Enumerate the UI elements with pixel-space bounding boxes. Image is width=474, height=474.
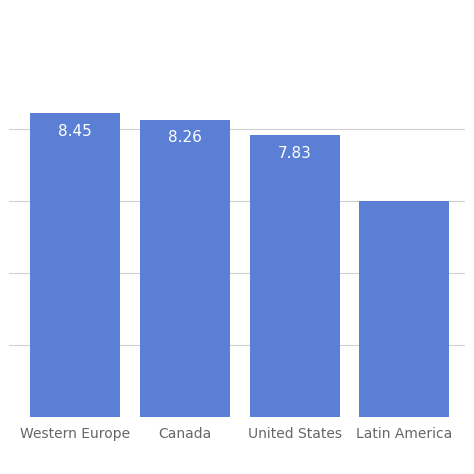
Bar — [140, 119, 230, 417]
Bar — [250, 135, 339, 417]
Text: 8.45: 8.45 — [58, 124, 92, 138]
Text: 8.26: 8.26 — [168, 130, 202, 146]
Text: 7.83: 7.83 — [278, 146, 311, 161]
Bar — [30, 113, 120, 417]
Bar — [359, 201, 449, 417]
